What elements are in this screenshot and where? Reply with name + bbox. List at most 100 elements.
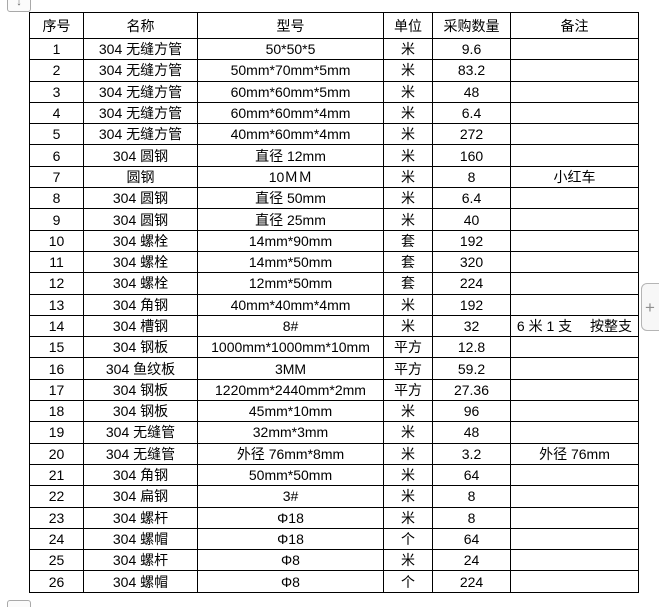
cell-remark xyxy=(510,123,639,146)
cell-name: 304 角钢 xyxy=(83,293,198,316)
cell-quantity: 6.4 xyxy=(432,187,511,210)
scroll-bottom-partial-button[interactable] xyxy=(7,600,31,607)
cell-model: 50mm*70mm*5mm xyxy=(197,59,384,82)
cell-index: 17 xyxy=(29,378,84,402)
cell-model: 32mm*3mm xyxy=(197,421,384,444)
cell-unit: 米 xyxy=(383,549,433,572)
cell-quantity: 83.2 xyxy=(432,59,511,82)
cell-index: 11 xyxy=(29,250,84,274)
add-button[interactable]: + xyxy=(641,283,659,331)
cell-index: 24 xyxy=(29,527,84,551)
table-row: 4 304 无缝方管 60mm*60mm*4mm 米 6.4 xyxy=(29,101,639,125)
cell-unit: 米 xyxy=(383,37,433,61)
cell-quantity: 8 xyxy=(432,485,511,508)
cell-quantity: 160 xyxy=(432,144,511,167)
cell-model: 3MM xyxy=(197,357,384,380)
cell-remark xyxy=(510,378,639,402)
cell-index: 9 xyxy=(29,208,84,231)
cell-unit: 米 xyxy=(383,165,433,189)
table-row: 21 304 角钢 50mm*50mm 米 64 xyxy=(29,463,639,487)
table-row: 19 304 无缝管 32mm*3mm 米 48 xyxy=(29,421,639,444)
cell-remark xyxy=(510,527,639,551)
cell-unit: 套 xyxy=(383,250,433,274)
cell-remark xyxy=(510,250,639,274)
col-header-model: 型号 xyxy=(197,12,384,39)
cell-quantity: 320 xyxy=(432,250,511,274)
table-row: 18 304 钢板 45mm*10mm 米 96 xyxy=(29,400,639,423)
cell-index: 7 xyxy=(29,165,84,189)
cell-remark xyxy=(510,506,639,529)
cell-quantity: 64 xyxy=(432,463,511,487)
cell-model: 直径 50mm xyxy=(197,187,384,210)
cell-remark xyxy=(510,272,639,295)
cell-index: 16 xyxy=(29,357,84,380)
cell-name: 圆钢 xyxy=(83,165,198,189)
cell-quantity: 272 xyxy=(432,123,511,146)
cell-remark: 6 米 1 支 按整支 xyxy=(510,314,639,338)
cell-name: 304 螺杆 xyxy=(83,549,198,572)
cell-name: 304 圆钢 xyxy=(83,187,198,210)
cell-name: 304 螺杆 xyxy=(83,506,198,529)
table-row: 25 304 螺杆 Φ8 米 24 xyxy=(29,549,639,572)
cell-index: 1 xyxy=(29,37,84,61)
cell-remark xyxy=(510,59,639,82)
cell-index: 15 xyxy=(29,336,84,359)
cell-quantity: 59.2 xyxy=(432,357,511,380)
cell-index: 26 xyxy=(29,570,84,593)
cell-quantity: 40 xyxy=(432,208,511,231)
cell-quantity: 8 xyxy=(432,165,511,189)
table-row: 15 304 钢板 1000mm*1000mm*10mm 平方 12.8 xyxy=(29,336,639,359)
cell-model: 1220mm*2440mm*2mm xyxy=(197,378,384,402)
arrow-down-icon: ↓ xyxy=(16,0,22,8)
cell-model: Φ8 xyxy=(197,570,384,593)
table-row: 13 304 角钢 40mm*40mm*4mm 米 192 xyxy=(29,293,639,316)
cell-name: 304 角钢 xyxy=(83,463,198,487)
header-row: 序号 名称 型号 单位 采购数量 备注 xyxy=(29,12,639,39)
cell-unit: 米 xyxy=(383,506,433,529)
cell-model: 直径 25mm xyxy=(197,208,384,231)
cell-model: 8# xyxy=(197,314,384,338)
table-row: 22 304 扁钢 3# 米 8 xyxy=(29,485,639,508)
cell-quantity: 224 xyxy=(432,570,511,593)
cell-unit: 米 xyxy=(383,421,433,444)
cell-quantity: 9.6 xyxy=(432,37,511,61)
cell-name: 304 钢板 xyxy=(83,336,198,359)
cell-remark xyxy=(510,570,639,593)
cell-name: 304 钢板 xyxy=(83,378,198,402)
col-header-name: 名称 xyxy=(83,12,198,39)
cell-name: 304 圆钢 xyxy=(83,208,198,231)
table-row: 11 304 螺栓 14mm*50mm 套 320 xyxy=(29,250,639,274)
cell-quantity: 48 xyxy=(432,80,511,103)
cell-model: 14mm*90mm xyxy=(197,229,384,252)
table-body: 1 304 无缝方管 50*50*5 米 9.6 2 304 无缝方管 50mm*70mm*5… xyxy=(29,37,639,593)
cell-model: 60mm*60mm*5mm xyxy=(197,80,384,103)
cell-name: 304 无缝管 xyxy=(83,421,198,444)
cell-quantity: 224 xyxy=(432,272,511,295)
cell-name: 304 螺帽 xyxy=(83,527,198,551)
cell-remark xyxy=(510,485,639,508)
scroll-down-button[interactable]: ↓ xyxy=(7,0,31,12)
cell-unit: 平方 xyxy=(383,336,433,359)
cell-name: 304 无缝方管 xyxy=(83,101,198,125)
cell-index: 12 xyxy=(29,272,84,295)
cell-name: 304 无缝方管 xyxy=(83,80,198,103)
cell-model: 12mm*50mm xyxy=(197,272,384,295)
table-row: 8 304 圆钢 直径 50mm 米 6.4 xyxy=(29,187,639,210)
cell-quantity: 3.2 xyxy=(432,442,511,465)
cell-name: 304 扁钢 xyxy=(83,485,198,508)
cell-remark xyxy=(510,357,639,380)
cell-remark: 外径 76mm xyxy=(510,442,639,465)
col-header-quantity: 采购数量 xyxy=(432,12,511,39)
cell-index: 6 xyxy=(29,144,84,167)
cell-remark xyxy=(510,400,639,423)
cell-model: Φ18 xyxy=(197,506,384,529)
cell-index: 4 xyxy=(29,101,84,125)
cell-model: 50mm*50mm xyxy=(197,463,384,487)
cell-model: 1000mm*1000mm*10mm xyxy=(197,336,384,359)
cell-name: 304 鱼纹板 xyxy=(83,357,198,380)
table-row: 14 304 槽钢 8# 米 32 6 米 1 支 按整支 xyxy=(29,314,639,338)
cell-unit: 米 xyxy=(383,208,433,231)
cell-index: 18 xyxy=(29,400,84,423)
table-row: 20 304 无缝管 外径 76mm*8mm 米 3.2 外径 76mm xyxy=(29,442,639,465)
cell-name: 304 螺帽 xyxy=(83,570,198,593)
